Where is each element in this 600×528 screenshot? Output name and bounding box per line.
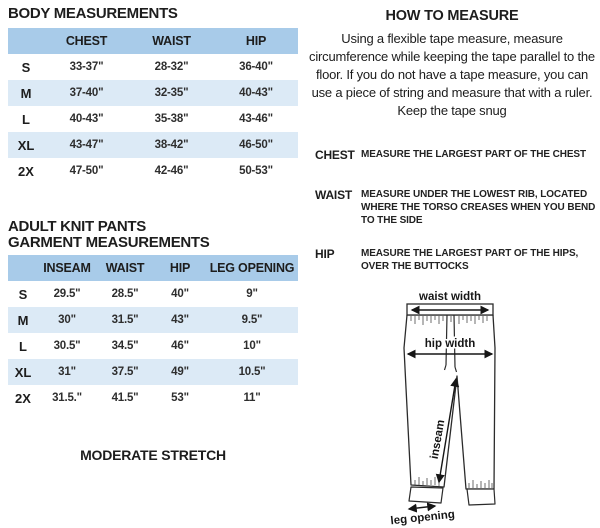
garment-measurements-table: INSEAM WAIST HIP LEG OPENING S 29.5" 28.5" 40"… [8,255,298,411]
measurement-definitions: CHEST MEASURE THE LARGEST PART OF THE CH… [315,148,597,273]
table-row: M 37-40" 32-35" 40-43" [8,80,298,106]
size-cell: XL [17,137,35,153]
cuff-stitching [414,477,493,488]
table-row: L 30.5" 34.5" 46" 10" [8,333,298,359]
definition-term: HIP [315,246,335,261]
definition-chest: CHEST MEASURE THE LARGEST PART OF THE CH… [315,148,597,162]
value-cell: 31.5." [52,392,82,404]
value-cell: 11" [243,392,261,404]
table-row: S 29.5" 28.5" 40" 9" [8,281,298,307]
value-cell: 40" [171,288,189,300]
size-cell: S [21,59,31,75]
waist-width-label: waist width [418,291,481,303]
value-cell: 46-50" [239,139,273,151]
value-cell: 37.5" [111,366,139,378]
size-cell: 2X [18,163,34,179]
hip-width-label: hip width [425,338,475,350]
table-row: 2X 31.5." 41.5" 53" 11" [8,385,298,411]
value-cell: 36-40" [239,61,273,73]
definition-hip: HIP MEASURE THE LARGEST PART OF THE HIPS… [315,247,597,273]
garment-title-line2: GARMENT MEASUREMENTS [8,233,210,251]
table-row: XL 43-47" 38-42" 46-50" [8,132,298,158]
value-cell: 30.5" [53,340,81,352]
waistband-stitching [410,316,488,325]
leg-opening-label: leg opening [390,509,455,528]
column-header: INSEAM [38,255,96,281]
column-header: WAIST [96,255,154,281]
column-header: HIP [154,255,206,281]
column-header: LEG OPENING [206,255,298,281]
table-row: 2X 47-50" 42-46" 50-53" [8,158,298,184]
value-cell: 46" [171,340,189,352]
value-cell: 28.5" [111,288,139,300]
column-header: CHEST [44,28,129,54]
garment-table-header-row: INSEAM WAIST HIP LEG OPENING [8,255,298,281]
value-cell: 43-47" [69,139,104,151]
pants-right-cuff [466,488,496,506]
value-cell: 42-46" [154,165,189,177]
size-cell: S [18,286,28,302]
value-cell: 31.5" [111,314,139,326]
value-cell: 30" [58,314,76,326]
table-row: L 40-43" 35-38" 43-46" [8,106,298,132]
value-cell: 35-38" [154,113,189,125]
garment-measurements-title: ADULT KNIT PANTS GARMENT MEASUREMENTS [8,219,210,250]
value-cell: 31" [58,366,76,378]
value-cell: 50-53" [239,165,273,177]
definition-term: CHEST [315,148,355,162]
value-cell: 9.5" [241,314,263,326]
size-cell: M [17,312,29,328]
size-cell: 2X [15,390,31,406]
value-cell: 53" [171,392,189,404]
inseam-arrow [435,377,460,484]
column-header [8,28,44,54]
value-cell: 40-43" [239,87,273,99]
pants-diagram: waist width hip width inseam leg opening [390,291,496,528]
value-cell: 34.5" [111,340,139,352]
definition-text: MEASURE UNDER THE LOWEST RIB, LOCATED WH… [361,189,596,227]
value-cell: 29.5" [53,288,81,300]
how-to-measure-title: HOW TO MEASURE [385,8,519,24]
column-header: WAIST [129,28,214,54]
value-cell: 38-42" [154,139,189,151]
stretch-note: MODERATE STRETCH [80,447,226,463]
definition-text: MEASURE THE LARGEST PART OF THE CHEST [361,149,587,160]
value-cell: 37-40" [69,87,104,99]
size-cell: L [22,111,30,127]
value-cell: 47-50" [69,165,104,177]
leg-opening-arrow [407,502,437,513]
drawstring [443,314,458,373]
size-cell: L [19,338,27,354]
garment-title-line1: ADULT KNIT PANTS [8,218,146,235]
value-cell: 10" [243,340,261,352]
definition-text: MEASURE THE LARGEST PART OF THE HIPS, OV… [361,247,579,272]
pants-left-cuff [408,486,444,504]
body-measurements-table: CHEST WAIST HIP S 33-37" 28-32" 36-40" M 37-40"… [8,28,298,184]
value-cell: 32-35" [154,87,189,99]
how-to-measure-intro: Using a flexible tape measure, measure c… [309,31,595,118]
definition-waist: WAIST MEASURE UNDER THE LOWEST RIB, LOCA… [315,188,597,228]
column-header [8,255,38,281]
value-cell: 33-37" [69,61,104,73]
value-cell: 43-46" [239,113,273,125]
value-cell: 40-43" [69,113,104,125]
body-table-header-row: CHEST WAIST HIP [8,28,298,54]
value-cell: 43" [171,314,189,326]
value-cell: 49" [171,366,189,378]
body-measurements-title: BODY MEASUREMENTS [8,5,178,22]
definition-term: WAIST [315,188,352,202]
table-row: XL 31" 37.5" 49" 10.5" [8,359,298,385]
table-row: S 33-37" 28-32" 36-40" [8,54,298,80]
table-row: M 30" 31.5" 43" 9.5" [8,307,298,333]
column-header: HIP [214,28,298,54]
value-cell: 9" [246,288,258,300]
value-cell: 28-32" [154,61,189,73]
size-cell: XL [14,364,32,380]
size-cell: M [20,85,32,101]
value-cell: 10.5" [238,366,266,378]
value-cell: 41.5" [111,392,139,404]
